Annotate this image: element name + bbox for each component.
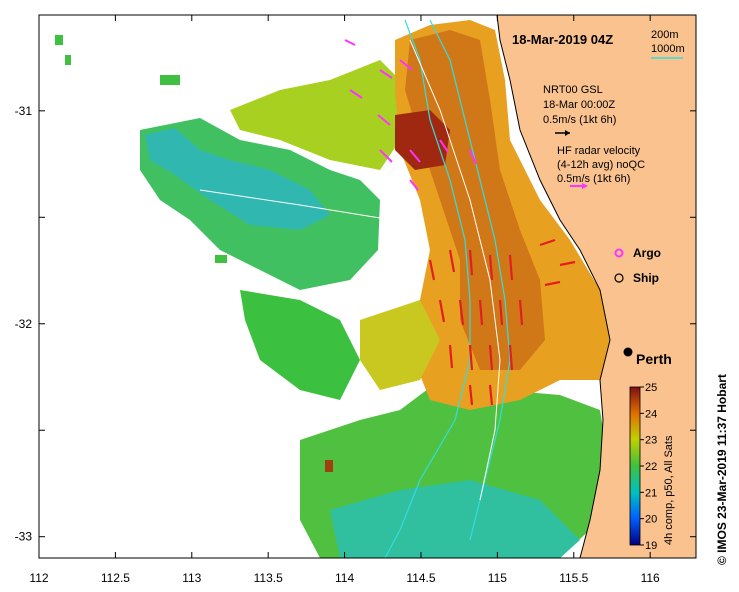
hf-scale-arrowhead: [582, 183, 588, 189]
argo-label: Argo: [633, 246, 661, 260]
plot-border: [38, 14, 697, 559]
sst-field: [55, 20, 610, 558]
hf-radar-arrows-red: [428, 238, 576, 406]
colorbar-tick-label: 20: [645, 514, 657, 526]
colorbar-tick-label: 22: [645, 461, 657, 473]
hf-line2: (4-12h avg) noQC: [557, 159, 645, 171]
lon-ticks: 112 112.5 113 113.5 114 114.5 115 115.5 116: [29, 15, 660, 585]
hf-line1: HF radar velocity: [557, 145, 641, 157]
gsl-scale-arrowhead: [565, 130, 570, 136]
colorbar-tick-label: 19: [645, 540, 657, 552]
track-line: [199, 189, 411, 236]
lon-tick-label: 115.5: [559, 571, 588, 585]
hf-radar-arrows-magenta: [344, 39, 477, 191]
sst-pixel: [160, 75, 180, 85]
lon-tick-label: 116: [641, 571, 660, 585]
depth-legend-200m: 200m: [651, 29, 679, 41]
gsl-line1: NRT00 GSL: [543, 84, 603, 96]
gsl-line2: 18-Mar 00:00Z: [543, 99, 615, 111]
colorbar-tick-label: 23: [645, 435, 657, 447]
sst-patch-green-mid: [240, 290, 360, 400]
colorbar-ticks: 25 24 23 22 21 20 19: [640, 382, 657, 552]
sst-pixel: [325, 460, 333, 472]
colorbar-tick-label: 25: [645, 382, 657, 394]
gsl-line3: 0.5m/s (1kt 6h): [543, 114, 616, 126]
lat-tick-label: -33: [15, 530, 33, 544]
hf-line3: 0.5m/s (1kt 6h): [557, 173, 630, 185]
sst-patch-south-cyan: [330, 480, 580, 558]
perth-marker-icon: [623, 347, 633, 357]
colorbar-tick-label: 24: [645, 408, 657, 420]
lat-tick-label: -32: [15, 317, 33, 331]
lon-tick-label: 113: [182, 571, 201, 585]
credit-text: © IMOS 23-Mar-2019 11:37 Hobart: [715, 374, 729, 565]
colorbar: [629, 386, 641, 546]
lon-tick-label: 114: [335, 571, 354, 585]
lon-tick-label: 113.5: [254, 571, 283, 585]
ship-icon: [614, 273, 624, 283]
lat-tick-label: -31: [15, 104, 33, 118]
lat-ticks: -31 -32 -33: [15, 104, 696, 544]
ship-label: Ship: [633, 271, 659, 285]
map-title: 18-Mar-2019 04Z: [512, 32, 613, 47]
colorbar-tick-label: 21: [645, 487, 657, 499]
contour-1000m: [384, 19, 471, 559]
argo-icon: [614, 248, 624, 258]
lon-tick-label: 112: [29, 571, 48, 585]
perth-label: Perth: [636, 351, 672, 367]
track-line: [409, 39, 501, 501]
contour-200m-cyan: [429, 19, 511, 541]
sst-patch-yellow-north: [230, 60, 410, 170]
lon-tick-label: 115: [488, 571, 507, 585]
lon-tick-label: 112.5: [101, 571, 130, 585]
sst-patch-cyan: [145, 128, 330, 230]
colorbar-label: 4h comp, p50, All Sats: [663, 435, 675, 545]
depth-legend-1000m: 1000m: [651, 43, 685, 55]
sst-patch-orange-core: [405, 30, 545, 370]
sst-patch-yellow-mid: [360, 300, 440, 390]
sst-pixel: [65, 55, 71, 65]
sst-patch-hot-spot: [395, 110, 450, 170]
sst-pixel: [215, 255, 227, 263]
lon-tick-label: 114.5: [406, 571, 435, 585]
sst-pixel: [55, 35, 63, 45]
